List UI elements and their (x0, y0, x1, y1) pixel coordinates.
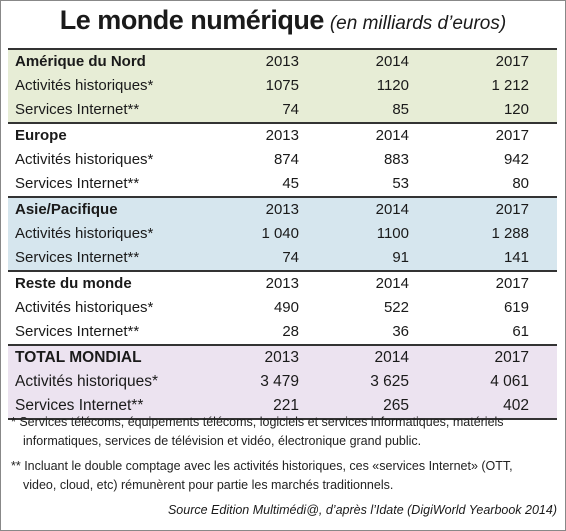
section-name: Reste du monde (15, 275, 132, 292)
year: 2013 (265, 201, 299, 218)
year: 2013 (265, 127, 299, 144)
row-label: Services Internet** (15, 397, 144, 414)
footnote: * Services télécoms, équipements télécom… (11, 415, 504, 448)
cell: 91 (392, 249, 409, 266)
table-row: Services Internet** 221 265 402 (8, 394, 557, 418)
subtitle: (en milliards d’euros) (329, 13, 507, 34)
table-row: Activités historiques* 1075 1120 1 212 (8, 74, 557, 98)
cell: 402 (503, 397, 529, 414)
section-header: Reste du monde 2013 2014 2017 (8, 272, 557, 296)
row-label: Services Internet** (15, 101, 140, 118)
table: Amérique du Nord 2013 2014 2017 Activités hi… (8, 48, 557, 420)
cell: 85 (392, 101, 409, 118)
row-label: Activités historiques* (15, 373, 159, 390)
year: 2013 (265, 275, 299, 292)
cell: 4 061 (490, 373, 529, 390)
title: Le monde numérique (59, 5, 325, 35)
footnote: ** Incluant le double comptage avec les … (11, 459, 513, 492)
section-header: Europe 2013 2014 2017 (8, 124, 557, 148)
cell: 80 (512, 175, 529, 192)
cell: 1100 (376, 225, 409, 242)
year: 2014 (375, 201, 409, 218)
table-row: Activités historiques* 3 479 3 625 4 061 (8, 370, 557, 394)
year: 2014 (375, 53, 409, 70)
section-name: TOTAL MONDIAL (15, 349, 142, 366)
cell: 1 212 (491, 77, 529, 94)
cell: 141 (503, 249, 529, 266)
source: Source Edition Multimédi@, d’après l’Ida… (167, 503, 557, 517)
row-label: Services Internet** (15, 175, 140, 192)
cell: 522 (383, 299, 409, 316)
year: 2017 (494, 349, 529, 366)
row-label: Services Internet** (15, 249, 140, 266)
title-block: Le monde numérique (en milliards d’euros) (1, 5, 565, 36)
table-row: Services Internet** 28 36 61 (8, 320, 557, 344)
table-row: Services Internet** 74 91 141 (8, 246, 557, 270)
year: 2013 (264, 349, 299, 366)
section-header: TOTAL MONDIAL 2013 2014 2017 (8, 346, 557, 370)
cell: 874 (273, 151, 299, 168)
cell: 61 (512, 323, 529, 340)
year: 2014 (375, 275, 409, 292)
section: Europe 2013 2014 2017 Activités historiques*… (8, 122, 557, 196)
cell: 45 (282, 175, 299, 192)
cell: 221 (273, 397, 299, 414)
table-row: Activités historiques* 874 883 942 (8, 148, 557, 172)
section-name: Asie/Pacifique (15, 201, 118, 218)
cell: 74 (282, 101, 299, 118)
cell: 619 (503, 299, 529, 316)
cell: 74 (282, 249, 299, 266)
row-label: Activités historiques* (15, 151, 154, 168)
cell: 1120 (376, 77, 409, 94)
row-label: Services Internet** (15, 323, 140, 340)
year: 2017 (495, 53, 529, 70)
row-label: Activités historiques* (15, 77, 154, 94)
cell: 883 (383, 151, 409, 168)
footnotes: * Services télécoms, équipements télécom… (11, 413, 541, 501)
section-name: Amérique du Nord (15, 53, 146, 70)
year: 2017 (495, 201, 529, 218)
cell: 265 (383, 397, 409, 414)
cell: 3 479 (260, 373, 299, 390)
cell: 1 288 (491, 225, 529, 242)
section: Asie/Pacifique 2013 2014 2017 Activités hist… (8, 196, 557, 270)
cell: 3 625 (370, 373, 409, 390)
cell: 53 (392, 175, 409, 192)
year: 2014 (374, 349, 409, 366)
row-label: Activités historiques* (15, 225, 154, 242)
year: 2013 (265, 53, 299, 70)
year: 2014 (375, 127, 409, 144)
cell: 490 (273, 299, 299, 316)
table-row: Services Internet** 45 53 80 (8, 172, 557, 196)
table-row: Services Internet** 74 85 120 (8, 98, 557, 122)
cell: 1 040 (261, 225, 299, 242)
cell: 942 (503, 151, 529, 168)
section-header: Amérique du Nord 2013 2014 2017 (8, 50, 557, 74)
table-row: Activités historiques* 1 040 1100 1 288 (8, 222, 557, 246)
cell: 1075 (265, 77, 299, 94)
row-label: Activités historiques* (15, 299, 154, 316)
cell: 28 (282, 323, 299, 340)
section: Reste du monde 2013 2014 2017 Activités hist… (8, 270, 557, 344)
section-name: Europe (15, 127, 67, 144)
cell: 120 (503, 101, 529, 118)
table-row: Activités historiques* 490 522 619 (8, 296, 557, 320)
section-header: Asie/Pacifique 2013 2014 2017 (8, 198, 557, 222)
section: Amérique du Nord 2013 2014 2017 Activités hi… (8, 48, 557, 122)
year: 2017 (495, 127, 529, 144)
section: TOTAL MONDIAL 2013 2014 2017 Activités histo… (8, 344, 557, 420)
year: 2017 (495, 275, 529, 292)
cell: 36 (392, 323, 409, 340)
